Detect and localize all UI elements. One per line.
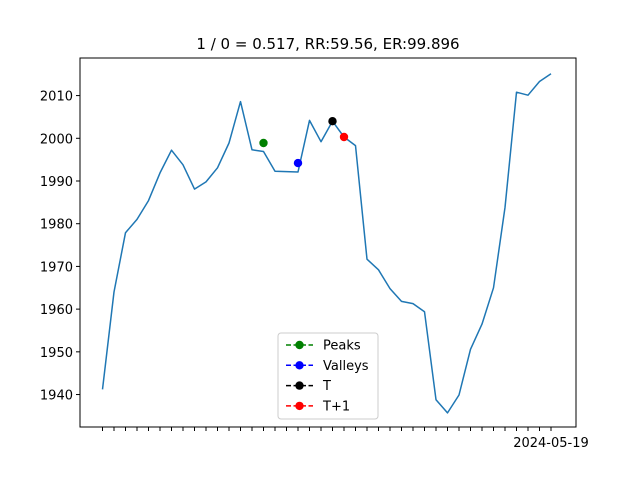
chart-title: 1 / 0 = 0.517, RR:59.56, ER:99.896 bbox=[196, 35, 459, 53]
y-tick-label: 1980 bbox=[40, 218, 73, 233]
series-line bbox=[101, 73, 552, 414]
legend-marker-t-1 bbox=[295, 401, 304, 411]
marker-t-1 bbox=[339, 132, 349, 142]
y-tick-label: 1950 bbox=[40, 346, 73, 361]
y-tick-label: 1960 bbox=[40, 303, 73, 318]
x-tick-label: 2024-05-19 bbox=[513, 436, 589, 451]
y-tick-label: 1990 bbox=[40, 175, 73, 190]
legend-marker-valleys bbox=[295, 361, 304, 370]
legend-marker-t bbox=[295, 381, 304, 390]
y-tick-label: 2000 bbox=[40, 132, 73, 147]
legend-box bbox=[277, 332, 379, 420]
marker-peaks bbox=[259, 138, 268, 148]
y-tick-label: 2010 bbox=[40, 90, 73, 105]
legend-label-t: T bbox=[322, 379, 331, 394]
legend-marker-peaks bbox=[295, 340, 304, 350]
marker-t bbox=[328, 117, 337, 126]
legend-label-peaks: Peaks bbox=[323, 339, 361, 354]
plot-area: 1940 1950 1960 1970 1980 1990 2000 2010 2024-05-… bbox=[40, 73, 589, 451]
y-tick-label: 1940 bbox=[40, 389, 73, 404]
legend-label-valleys: Valleys bbox=[323, 359, 369, 374]
legend-label-t-1: T+1 bbox=[322, 399, 350, 414]
legend: Peaks Valleys T T+1 bbox=[277, 332, 379, 420]
marker-valleys bbox=[293, 158, 303, 168]
plot-frame bbox=[79, 57, 577, 428]
y-tick-label: 1970 bbox=[40, 260, 73, 275]
